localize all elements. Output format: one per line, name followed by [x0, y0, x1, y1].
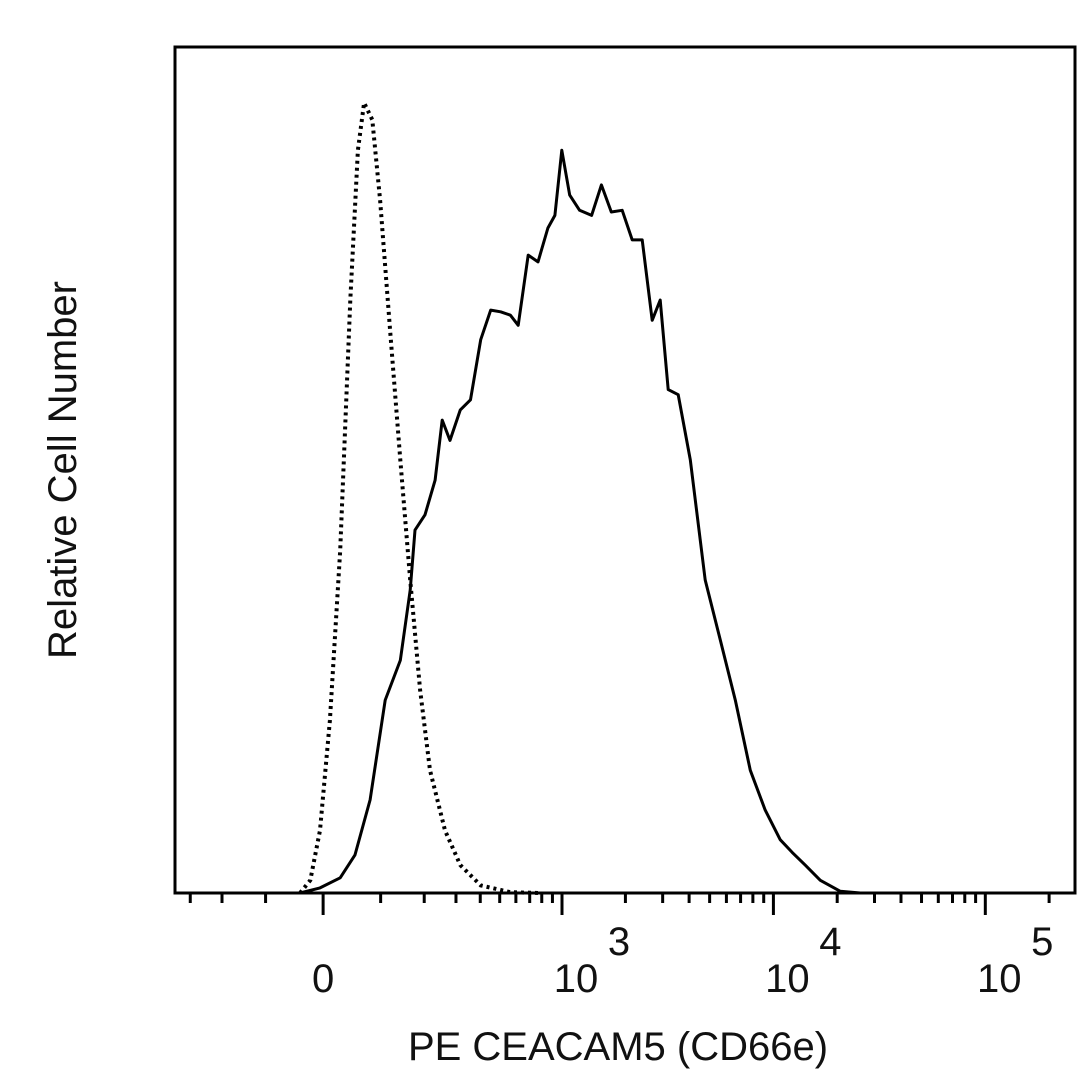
plot-frame	[173, 45, 1077, 895]
x-tick-label: 10	[765, 957, 810, 1001]
x-axis-label: PE CEACAM5 (CD66e)	[408, 1025, 828, 1069]
x-tick-label: 0	[312, 957, 334, 1001]
x-tick-exponent: 5	[1031, 920, 1053, 964]
y-axis-label: Relative Cell Number	[41, 281, 85, 659]
x-tick-exponent: 3	[608, 920, 630, 964]
x-tick-exponent: 4	[819, 920, 841, 964]
x-tick-label: 10	[977, 957, 1022, 1001]
histogram-line	[299, 148, 861, 895]
x-tick-label: 10	[554, 957, 599, 1001]
histogram-line	[298, 100, 540, 895]
